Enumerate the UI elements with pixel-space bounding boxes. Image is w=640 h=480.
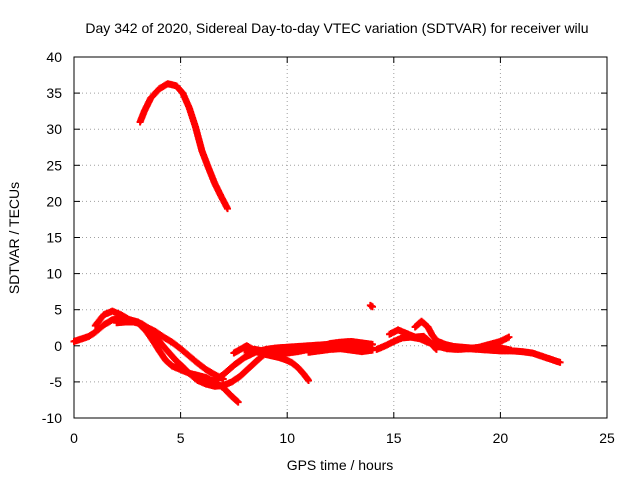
y-axis-label: SDTVAR / TECUs bbox=[6, 182, 22, 294]
x-tick-label: 25 bbox=[599, 430, 615, 446]
y-tick-label: 40 bbox=[46, 49, 62, 65]
data-point bbox=[432, 345, 440, 353]
y-tick-label: 25 bbox=[46, 157, 62, 173]
axes: 0 5 10 15 20 25 -10 -5 0 5 10 15 20 25 30 35 40 bbox=[42, 49, 615, 446]
chart-title: Day 342 of 2020, Sidereal Day-to-day VTE… bbox=[85, 20, 588, 36]
x-tick-label: 20 bbox=[493, 430, 509, 446]
series-arc-3 bbox=[113, 318, 270, 390]
series-arc-6 bbox=[241, 337, 376, 357]
x-tick-label: 5 bbox=[177, 430, 185, 446]
data-point bbox=[505, 333, 513, 341]
y-tick-label: -10 bbox=[42, 410, 62, 426]
x-axis-label: GPS time / hours bbox=[287, 457, 394, 473]
y-tick-label: 30 bbox=[46, 121, 62, 137]
data-point bbox=[305, 376, 313, 384]
plot-border bbox=[73, 56, 608, 419]
data-point bbox=[224, 205, 232, 213]
data-point bbox=[556, 358, 564, 366]
y-tick-label: -5 bbox=[50, 374, 63, 390]
x-tick-label: 10 bbox=[279, 430, 295, 446]
y-tick-label: 0 bbox=[54, 338, 62, 354]
data-point bbox=[368, 303, 376, 311]
series-arc-7 bbox=[305, 345, 376, 356]
grid bbox=[74, 57, 607, 418]
series-arc-12 bbox=[464, 345, 564, 366]
x-tick-label: 15 bbox=[386, 430, 402, 446]
x-tick-label: 0 bbox=[70, 430, 78, 446]
y-tick-label: 5 bbox=[54, 302, 62, 318]
y-tick-label: 15 bbox=[46, 230, 62, 246]
data-point bbox=[234, 398, 242, 406]
series-arc-8 bbox=[366, 301, 376, 311]
y-tick-label: 10 bbox=[46, 266, 62, 282]
data-points bbox=[70, 80, 564, 406]
y-tick-label: 35 bbox=[46, 85, 62, 101]
y-tick-label: 20 bbox=[46, 193, 62, 209]
series-arc-high bbox=[136, 80, 232, 213]
series-arc-10 bbox=[386, 326, 440, 353]
